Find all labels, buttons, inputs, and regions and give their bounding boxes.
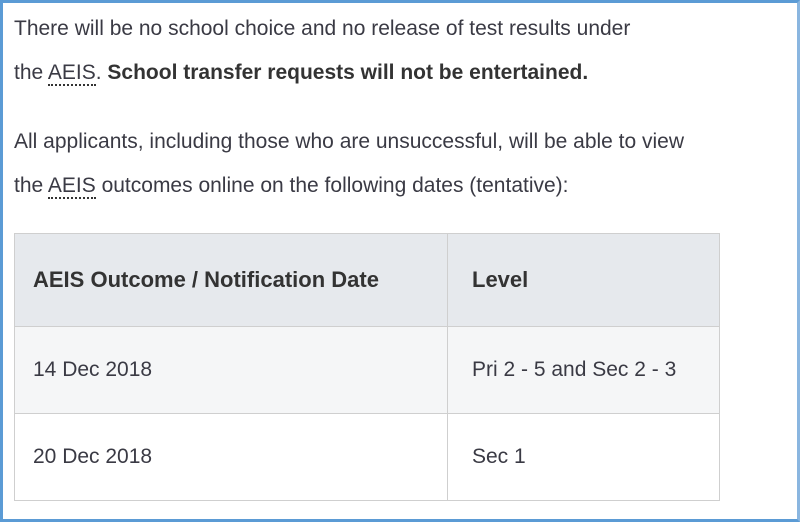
cell-date: 14 Dec 2018 (14, 326, 448, 414)
header-date: AEIS Outcome / Notification Date (14, 233, 448, 327)
notice-paragraph: There will be no school choice and no re… (14, 7, 630, 95)
outcome-rest: outcomes online on the following dates (… (95, 174, 569, 197)
table-row: 14 Dec 2018 Pri 2 - 5 and Sec 2 - 3 (14, 326, 720, 414)
cell-date: 20 Dec 2018 (14, 413, 448, 501)
outcome-paragraph: All applicants, including those who are … (14, 120, 684, 208)
table-row: 20 Dec 2018 Sec 1 (14, 413, 720, 501)
notice-line-1: There will be no school choice and no re… (14, 17, 631, 40)
header-level: Level (447, 233, 720, 327)
outcome-dates-table: AEIS Outcome / Notification Date Level 1… (14, 233, 720, 501)
notice-period: . (95, 61, 102, 84)
transfer-notice: School transfer requests will not be ent… (101, 61, 589, 84)
cell-level: Pri 2 - 5 and Sec 2 - 3 (447, 326, 720, 414)
aeis-abbreviation[interactable]: AEIS (47, 61, 96, 86)
table-header-row: AEIS Outcome / Notification Date Level (14, 233, 720, 327)
outcome-prefix: the (14, 174, 48, 197)
outcome-line-1: All applicants, including those who are … (14, 130, 685, 153)
notice-prefix: the (14, 61, 48, 84)
cell-level: Sec 1 (447, 413, 720, 501)
aeis-abbreviation[interactable]: AEIS (47, 174, 96, 199)
